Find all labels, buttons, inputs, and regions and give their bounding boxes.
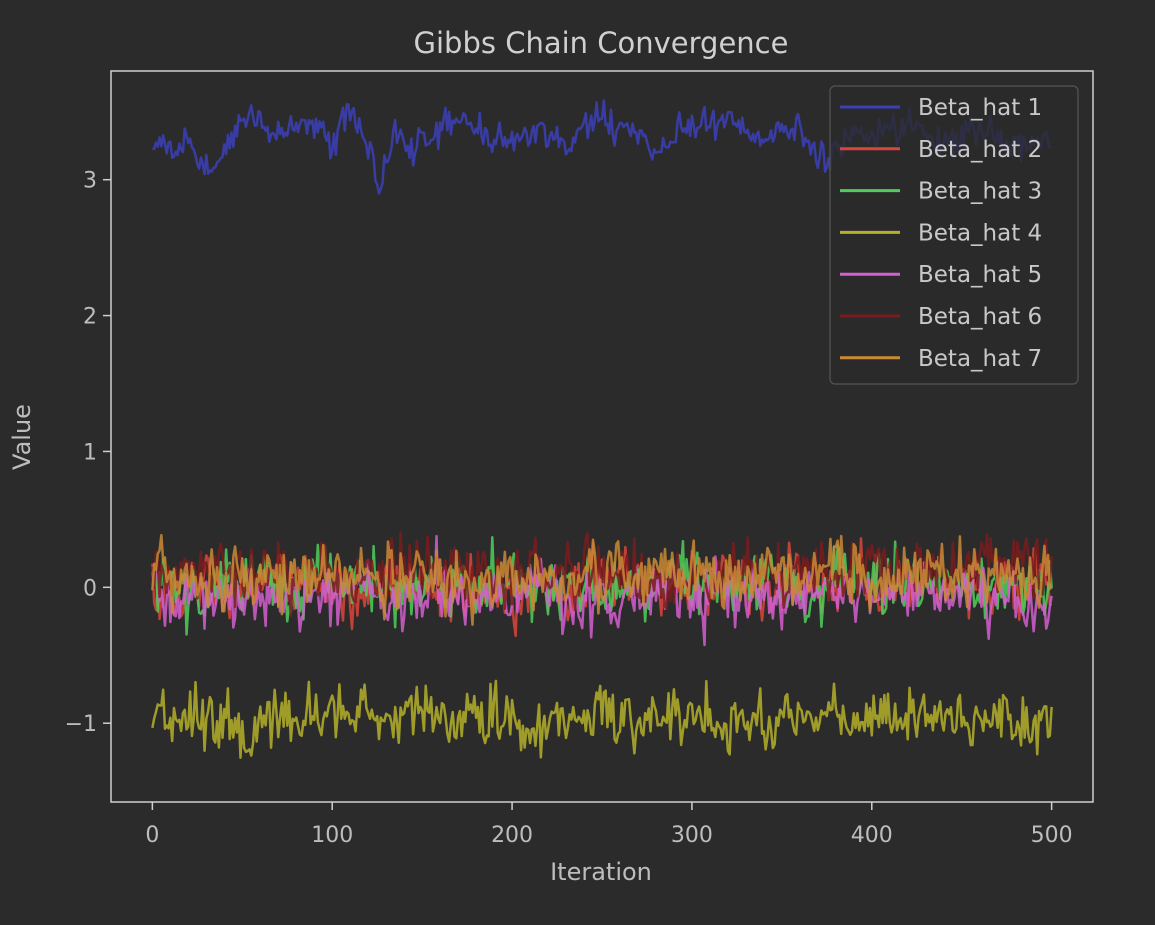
legend-label: Beta_hat 6 xyxy=(918,304,1042,330)
legend-label: Beta_hat 3 xyxy=(918,179,1042,205)
plot-frame xyxy=(110,70,1094,803)
series-layer xyxy=(151,99,1053,759)
legend-label: Beta_hat 4 xyxy=(918,220,1042,246)
legend: Beta_hat 1 Beta_hat 2 Beta_hat 3 Beta_hat 4… xyxy=(829,85,1079,385)
x-axis: 0 100 200 300 400 500 xyxy=(145,802,1073,848)
x-tick-label: 200 xyxy=(491,823,533,848)
y-axis: −1 0 1 2 3 xyxy=(65,169,111,737)
chart-title: Gibbs Chain Convergence xyxy=(414,26,789,60)
y-tick-label: 2 xyxy=(83,305,97,330)
y-tick-label: 3 xyxy=(83,169,97,194)
x-tick-label: 100 xyxy=(311,823,353,848)
y-axis-title: Value xyxy=(8,404,36,470)
x-tick-label: 300 xyxy=(671,823,713,848)
legend-label: Beta_hat 2 xyxy=(918,137,1042,163)
legend-label: Beta_hat 5 xyxy=(918,262,1042,288)
y-tick-label: 1 xyxy=(83,440,97,465)
x-tick-label: 400 xyxy=(851,823,893,848)
series-line-7 xyxy=(151,533,1053,627)
legend-label: Beta_hat 1 xyxy=(918,95,1042,121)
y-tick-label: −1 xyxy=(65,712,97,737)
x-tick-label: 500 xyxy=(1031,823,1073,848)
legend-box xyxy=(829,85,1079,385)
legend-label: Beta_hat 7 xyxy=(918,346,1042,372)
x-axis-title: Iteration xyxy=(550,858,652,886)
y-tick-label: 0 xyxy=(83,576,97,601)
x-tick-label: 0 xyxy=(145,823,159,848)
series-line-4 xyxy=(151,679,1053,759)
